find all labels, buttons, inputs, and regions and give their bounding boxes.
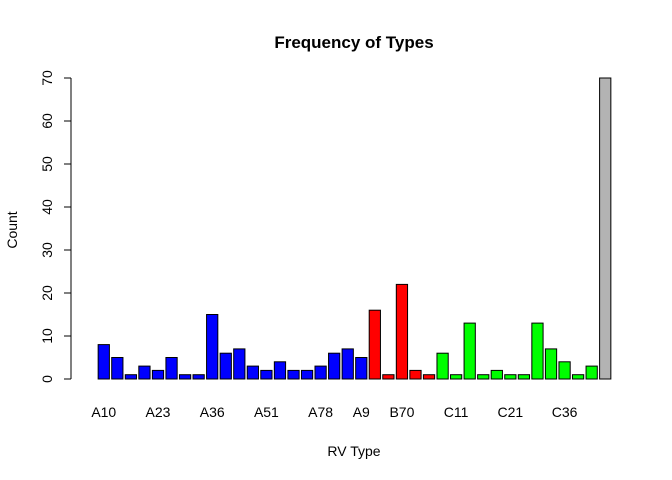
bar: [477, 374, 490, 380]
bar: [382, 374, 395, 380]
bar: [504, 374, 517, 380]
x-tick-label: C36: [552, 404, 578, 420]
bar: [544, 348, 558, 380]
x-tick-label: A9: [353, 404, 370, 420]
bar: [314, 365, 327, 380]
x-tick-label: C11: [444, 404, 469, 420]
x-tick-label: B70: [389, 404, 414, 420]
x-tick-label: A78: [308, 404, 333, 420]
y-tick-label: 30: [39, 242, 55, 258]
y-tick-label: 70: [39, 70, 55, 86]
x-tick-label: A10: [91, 404, 116, 420]
bar: [97, 344, 110, 380]
bars-group: [97, 77, 612, 380]
bar: [571, 374, 585, 380]
x-tick-labels: A10 A23 A36 A51 A78 A9 B70 C11 C21 C36: [91, 404, 577, 420]
bar: [395, 283, 409, 380]
bar: [599, 77, 612, 380]
bar: [300, 369, 314, 380]
bar: [246, 365, 259, 380]
bar: [490, 369, 503, 380]
y-tick-label: 10: [39, 328, 55, 344]
bar: [233, 348, 246, 380]
bar: [192, 374, 205, 380]
y-tick-label: 50: [39, 156, 55, 172]
bar: [219, 352, 232, 380]
x-tick-label: C21: [498, 404, 524, 420]
bar: [124, 374, 138, 380]
bar: [436, 352, 449, 380]
bar: [355, 357, 368, 380]
bar: [165, 357, 178, 380]
bar: [151, 369, 165, 380]
bar: [328, 352, 341, 380]
bar: [422, 374, 436, 380]
x-tick-label: A23: [146, 404, 171, 420]
bar: [368, 309, 381, 380]
bar: [138, 365, 151, 380]
x-tick-label: A36: [200, 404, 225, 420]
x-tick-label: A51: [254, 404, 279, 420]
bar: [206, 314, 219, 380]
chart-title: Frequency of Types: [274, 33, 433, 52]
bar: [111, 357, 124, 380]
x-axis-label: RV Type: [327, 443, 380, 459]
bar: [287, 369, 300, 380]
bar: [517, 374, 531, 380]
bar: [463, 322, 476, 380]
bar: [558, 361, 571, 380]
y-tick-label: 60: [39, 113, 55, 129]
bar: [531, 322, 544, 380]
y-tick-label: 40: [39, 199, 55, 215]
y-tick-label: 20: [39, 285, 55, 301]
y-axis: 0 10 20 30 40 50 60 70: [39, 70, 72, 383]
bar: [273, 361, 287, 380]
bar: [450, 374, 463, 380]
bar: [409, 369, 422, 380]
y-tick-label: 0: [39, 375, 55, 383]
bar: [178, 374, 192, 380]
bar: [585, 365, 598, 380]
y-axis-label: Count: [4, 211, 20, 248]
bar: [341, 348, 354, 380]
bar: [260, 369, 273, 380]
